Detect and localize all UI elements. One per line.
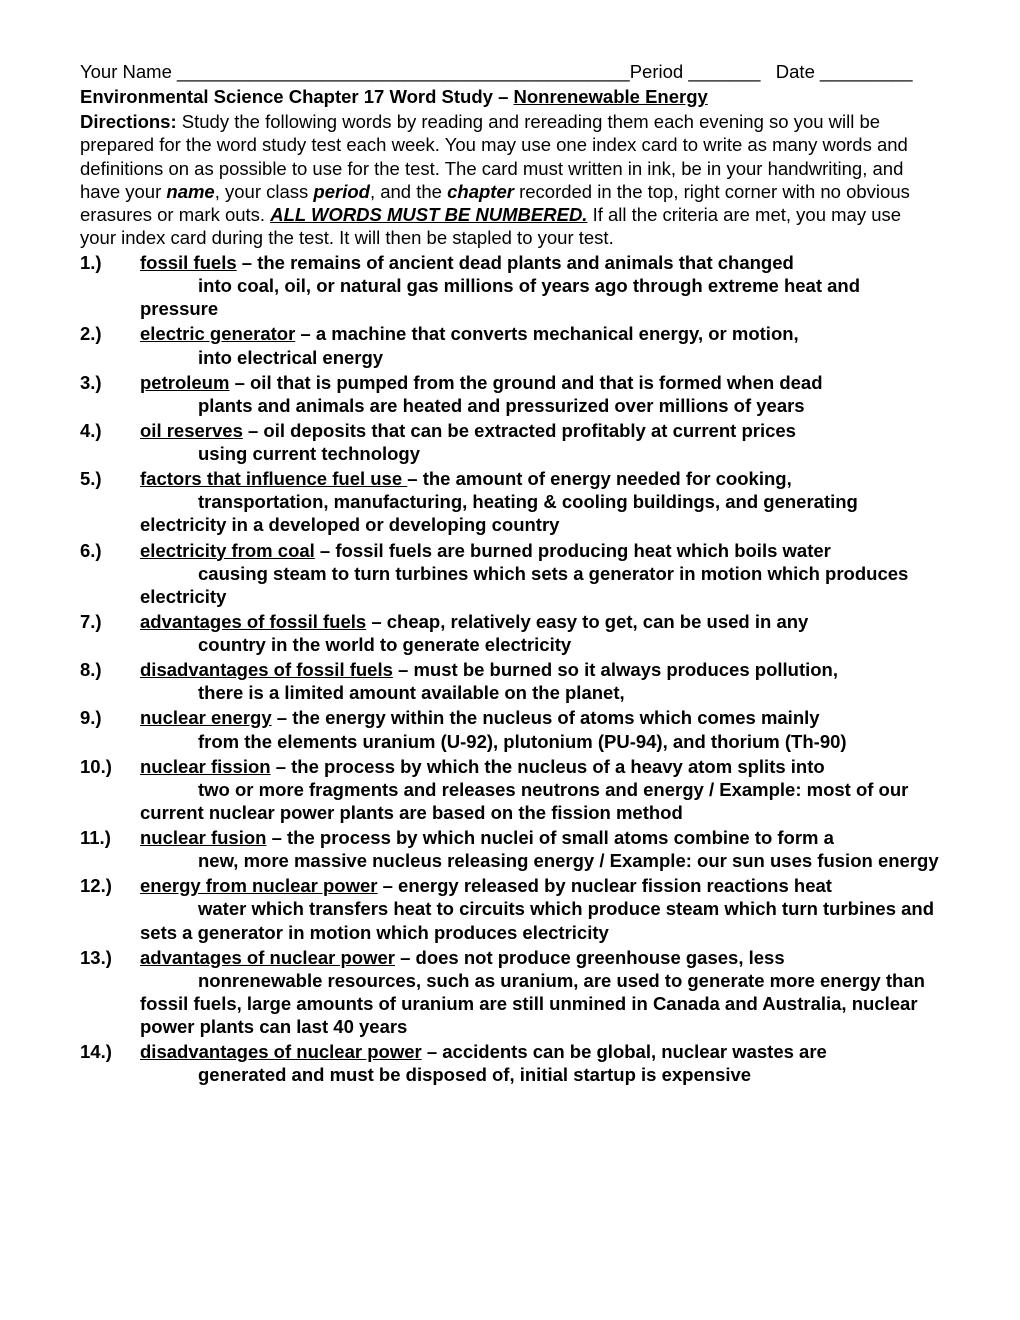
word-term: fossil fuels	[140, 252, 237, 273]
word-content: petroleum – oil that is pumped from the …	[140, 371, 940, 417]
word-number: 1.)	[80, 251, 140, 320]
date-field: Date _________	[776, 61, 913, 82]
word-term: disadvantages of nuclear power	[140, 1041, 422, 1062]
word-number: 12.)	[80, 874, 140, 943]
word-content: nuclear fusion – the process by which nu…	[140, 826, 940, 872]
word-item: 7.) advantages of fossil fuels – cheap, …	[80, 610, 940, 656]
directions-text-3: , and the	[370, 181, 447, 202]
word-content: electricity from coal – fossil fuels are…	[140, 539, 940, 608]
word-content: disadvantages of fossil fuels – must be …	[140, 658, 940, 704]
word-number: 6.)	[80, 539, 140, 608]
directions-label: Directions:	[80, 111, 177, 132]
word-content: nuclear energy – the energy within the n…	[140, 706, 940, 752]
word-item: 2.) electric generator – a machine that …	[80, 322, 940, 368]
word-definition: – oil that is pumped from the ground and…	[140, 372, 823, 416]
word-term: advantages of nuclear power	[140, 947, 395, 968]
title-topic: Nonrenewable Energy	[514, 86, 708, 107]
word-number: 9.)	[80, 706, 140, 752]
word-term: disadvantages of fossil fuels	[140, 659, 393, 680]
word-number: 7.)	[80, 610, 140, 656]
word-number: 3.)	[80, 371, 140, 417]
word-content: energy from nuclear power – energy relea…	[140, 874, 940, 943]
word-content: factors that influence fuel use – the am…	[140, 467, 940, 536]
directions-all-words: ALL WORDS MUST BE NUMBERED.	[270, 204, 587, 225]
word-list: 1.) fossil fuels – the remains of ancien…	[80, 251, 940, 1086]
word-term: advantages of fossil fuels	[140, 611, 366, 632]
word-number: 2.)	[80, 322, 140, 368]
word-term: factors that influence fuel use	[140, 468, 407, 489]
word-item: 14.) disadvantages of nuclear power – ac…	[80, 1040, 940, 1086]
directions-chapter: chapter	[447, 181, 514, 202]
word-number: 11.)	[80, 826, 140, 872]
word-content: fossil fuels – the remains of ancient de…	[140, 251, 940, 320]
word-definition: – the remains of ancient dead plants and…	[140, 252, 860, 319]
word-term: nuclear fusion	[140, 827, 266, 848]
document-title: Environmental Science Chapter 17 Word St…	[80, 85, 940, 108]
word-content: advantages of fossil fuels – cheap, rela…	[140, 610, 940, 656]
name-field: Your Name ______________________________…	[80, 61, 630, 82]
word-term: petroleum	[140, 372, 229, 393]
word-number: 5.)	[80, 467, 140, 536]
word-item: 5.) factors that influence fuel use – th…	[80, 467, 940, 536]
word-content: oil reserves – oil deposits that can be …	[140, 419, 940, 465]
word-number: 10.)	[80, 755, 140, 824]
period-field: Period _______	[630, 61, 761, 82]
word-item: 13.) advantages of nuclear power – does …	[80, 946, 940, 1039]
word-content: electric generator – a machine that conv…	[140, 322, 940, 368]
directions-text-2: , your class	[215, 181, 314, 202]
word-item: 4.) oil reserves – oil deposits that can…	[80, 419, 940, 465]
word-item: 10.) nuclear fission – the process by wh…	[80, 755, 940, 824]
directions-period: period	[313, 181, 370, 202]
word-number: 4.)	[80, 419, 140, 465]
word-content: nuclear fission – the process by which t…	[140, 755, 940, 824]
word-term: electricity from coal	[140, 540, 315, 561]
header-line: Your Name ______________________________…	[80, 60, 940, 83]
word-content: disadvantages of nuclear power – acciden…	[140, 1040, 940, 1086]
word-number: 14.)	[80, 1040, 140, 1086]
word-item: 8.) disadvantages of fossil fuels – must…	[80, 658, 940, 704]
word-term: nuclear fission	[140, 756, 271, 777]
word-content: advantages of nuclear power – does not p…	[140, 946, 940, 1039]
directions-paragraph: Directions: Study the following words by…	[80, 110, 940, 249]
word-item: 12.) energy from nuclear power – energy …	[80, 874, 940, 943]
word-item: 3.) petroleum – oil that is pumped from …	[80, 371, 940, 417]
word-term: electric generator	[140, 323, 295, 344]
title-prefix: Environmental Science Chapter 17 Word St…	[80, 86, 514, 107]
word-item: 11.) nuclear fusion – the process by whi…	[80, 826, 940, 872]
word-term: energy from nuclear power	[140, 875, 377, 896]
directions-name: name	[166, 181, 214, 202]
word-term: nuclear energy	[140, 707, 272, 728]
word-item: 1.) fossil fuels – the remains of ancien…	[80, 251, 940, 320]
word-item: 9.) nuclear energy – the energy within t…	[80, 706, 940, 752]
word-number: 8.)	[80, 658, 140, 704]
word-term: oil reserves	[140, 420, 243, 441]
word-item: 6.) electricity from coal – fossil fuels…	[80, 539, 940, 608]
word-number: 13.)	[80, 946, 140, 1039]
